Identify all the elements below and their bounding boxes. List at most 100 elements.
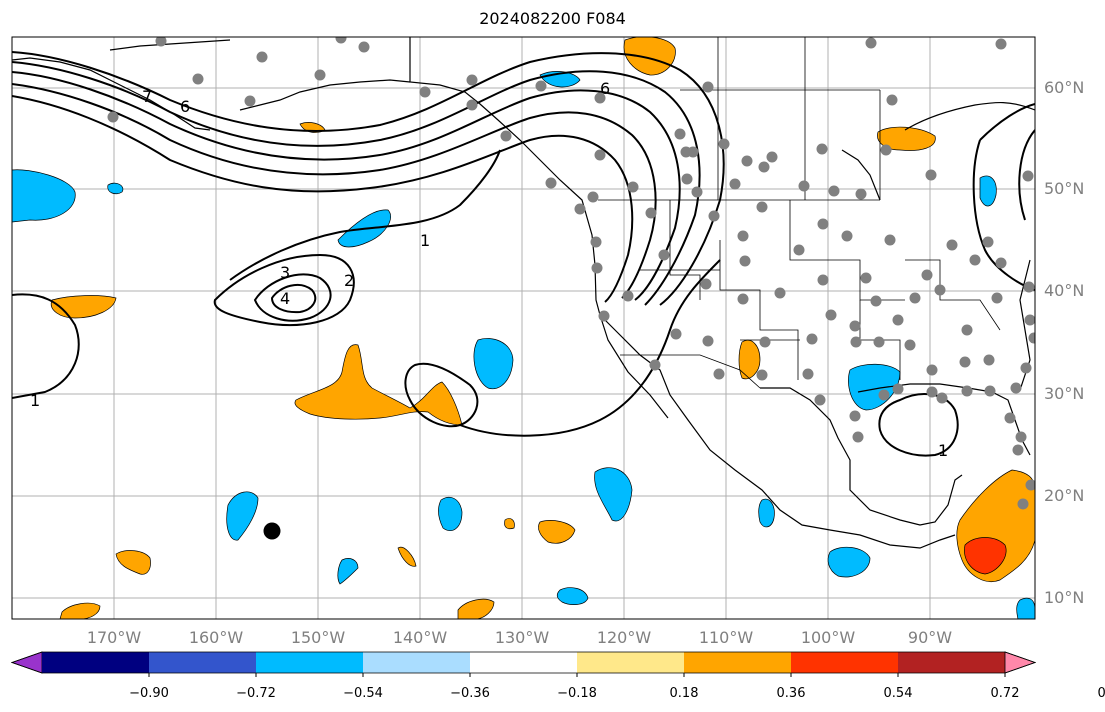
station-marker [860,272,872,284]
map-frame [11,36,1036,620]
station-marker [873,336,885,348]
political-borders [598,37,1001,389]
lat-label: 40°N [1044,281,1084,300]
station-marker [841,230,853,242]
station-marker [758,161,770,173]
colorbar-tick-label: −0.90 [129,686,169,701]
station-marker [904,339,916,351]
station-marker [681,173,693,185]
station-marker [991,292,1003,304]
station-marker [358,41,370,53]
contour-label: 4 [280,289,290,308]
station-marker [756,201,768,213]
lat-label: 60°N [1044,78,1084,97]
colorbar-tick-label: 0.36 [777,686,806,701]
station-marker [961,385,973,397]
station-marker [1025,479,1035,491]
station-marker [466,99,478,111]
station-marker [984,385,996,397]
station-marker [649,359,661,371]
station-marker [466,74,478,86]
lon-label: 150°W [291,628,346,647]
station-marker [598,310,610,322]
station-marker [814,394,826,406]
station-marker [314,69,326,81]
station-marker [670,328,682,340]
station-marker [855,188,867,200]
lon-label: 110°W [699,628,754,647]
station-marker [756,369,768,381]
colorbar-tick-labels: −0.90 −0.72 −0.54 −0.36 −0.18 0.18 0.36 0.54 0.7… [129,673,1105,701]
station-marker [627,181,639,193]
station-marker [828,185,840,197]
colorbar-segment [363,652,471,673]
lat-label: 50°N [1044,179,1084,198]
station-marker [926,364,938,376]
contour-label: 6 [180,97,190,116]
lon-label: 130°W [495,628,550,647]
station-marker [729,178,741,190]
station-marker [708,210,720,222]
lon-label: 120°W [597,628,652,647]
station-marker [702,335,714,347]
colorbar [10,651,1037,674]
lon-label: 140°W [393,628,448,647]
station-marker [107,111,119,123]
station-marker [419,86,431,98]
location-marker [263,522,281,540]
colorbar-tick-label: 0.72 [991,686,1020,701]
coastlines [12,37,1035,549]
station-marker [802,368,814,380]
latitude-labels: 60°N 50°N 40°N 30°N 20°N 10°N [1044,78,1084,607]
station-marker [806,333,818,345]
colorbar-outline [10,651,1037,674]
station-marker [737,293,749,305]
lat-label: 20°N [1044,486,1084,505]
station-marker [959,356,971,368]
station-marker [1012,444,1024,456]
station-marker [658,249,670,261]
colorbar-segment [470,652,578,673]
station-marker [1004,412,1016,424]
station-marker [1022,170,1034,182]
gridlines [12,37,1035,619]
map-title: 2024082200 F084 [479,9,626,28]
colorbar-segment [256,652,364,673]
map-area [12,37,1035,619]
lon-label: 100°W [801,628,856,647]
station-marker [816,143,828,155]
station-marker [574,203,586,215]
station-marker [594,92,606,104]
station-marker [936,392,948,404]
contour-label: 3 [280,263,290,282]
positive-anomaly-shading [50,37,1035,619]
station-marker [921,269,933,281]
station-marker [759,336,771,348]
station-marker [825,309,837,321]
station-markers [107,37,1035,510]
colorbar-tick-label: −0.18 [557,686,597,701]
colorbar-segment [42,652,150,673]
station-marker [335,37,347,44]
station-marker [713,368,725,380]
strong-positive-anomaly-shading [964,537,1007,575]
station-marker [500,130,512,142]
station-marker [884,234,896,246]
longitude-labels: 170°W 160°W 150°W 140°W 130°W 120°W 110°… [87,628,952,647]
station-marker [926,386,938,398]
station-marker [155,37,167,47]
contour-labels: 7 6 6 3 4 2 1 1 1 [30,79,948,460]
lon-label: 160°W [189,628,244,647]
station-marker [817,218,829,230]
station-marker [535,80,547,92]
station-marker [1024,314,1035,326]
station-marker [817,274,829,286]
station-marker [849,410,861,422]
colorbar-tick-label: −0.36 [450,686,490,701]
station-marker [969,254,981,266]
station-marker [880,144,892,156]
station-marker [244,95,256,107]
station-marker [702,81,714,93]
station-marker [645,207,657,219]
